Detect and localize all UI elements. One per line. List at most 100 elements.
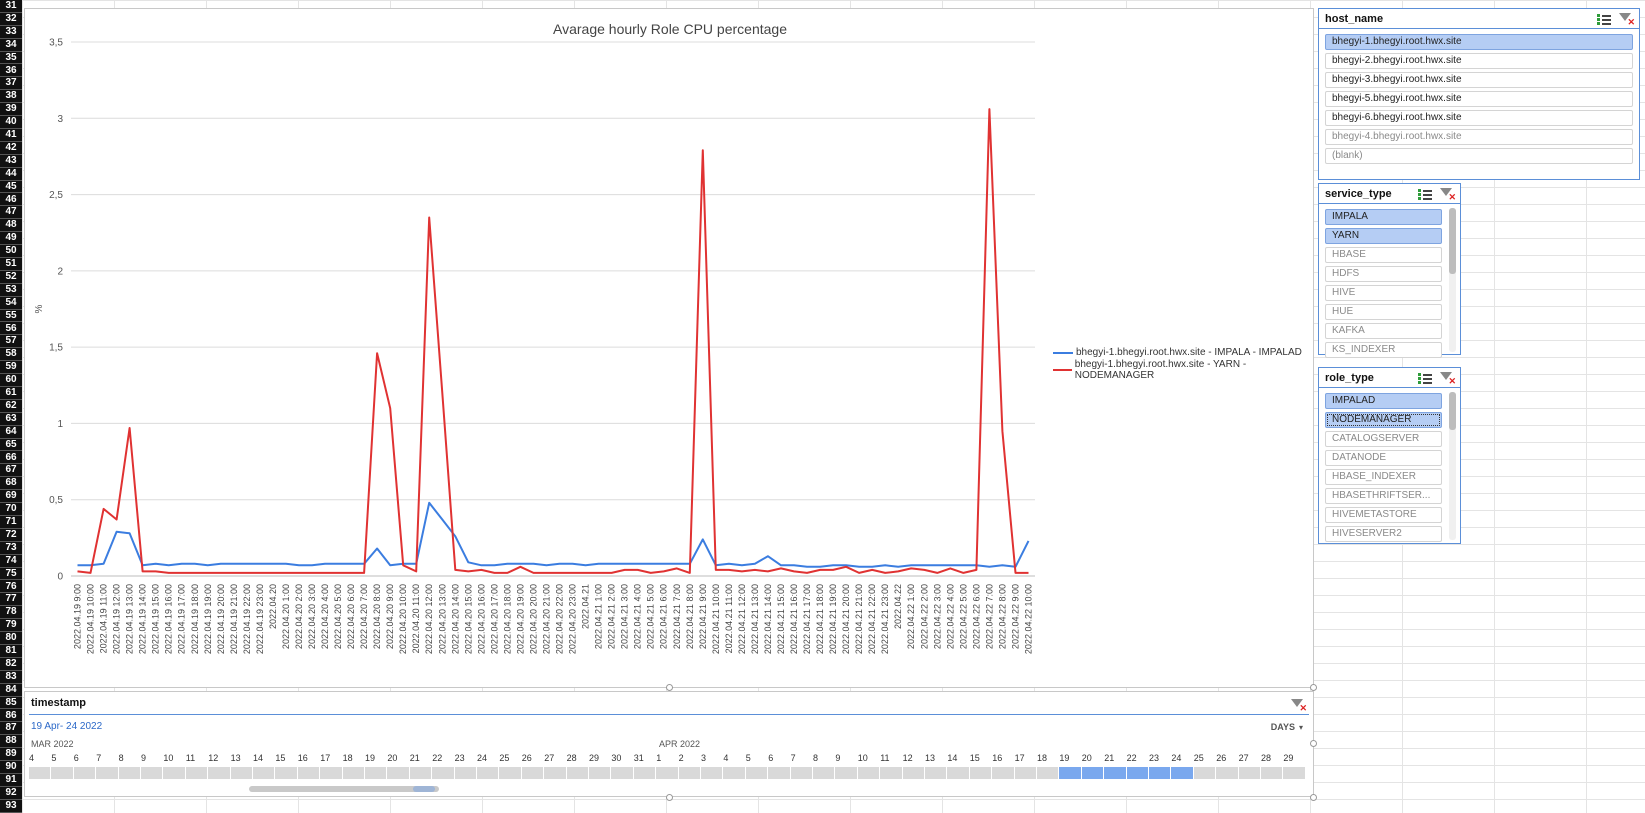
multiselect-icon[interactable] [1597, 12, 1611, 25]
row-number[interactable]: 89 [0, 748, 22, 762]
line-chart[interactable]: 0 0,5 1 1,5 2 2,5 3 3,5% 2022.04.19 9:00 2022.04.… [24, 8, 1314, 688]
multiselect-icon[interactable] [1418, 187, 1432, 200]
timeline-day-cell[interactable] [477, 767, 500, 779]
row-number[interactable]: 73 [0, 542, 22, 555]
timeline-day-cell[interactable] [253, 767, 276, 779]
row-number[interactable]: 86 [0, 710, 22, 723]
slicer-item[interactable]: (blank) [1325, 148, 1633, 164]
row-number[interactable]: 62 [0, 400, 22, 413]
timeline-slicer[interactable]: timestamp 19 Apr- 24 2022 DAYS▾ MAR 2022… [24, 691, 1314, 797]
timeline-day-cell[interactable] [902, 767, 925, 779]
row-number[interactable]: 31 [0, 0, 22, 13]
slicer-scrollbar[interactable] [1449, 208, 1456, 352]
row-number[interactable]: 41 [0, 129, 22, 142]
timeline-day-cell[interactable] [857, 767, 881, 779]
timeline-day-cell[interactable] [880, 767, 903, 779]
timeline-day-cell[interactable] [1104, 767, 1127, 779]
timeline-day-cell[interactable] [73, 767, 97, 779]
timeline-day-cell[interactable] [969, 767, 993, 779]
slicer-item[interactable]: IMPALAD [1325, 393, 1442, 409]
row-number[interactable]: 35 [0, 52, 22, 65]
timeline-day-cell[interactable] [1283, 767, 1306, 779]
row-number[interactable]: 48 [0, 219, 22, 233]
row-number[interactable]: 93 [0, 800, 22, 813]
row-number[interactable]: 43 [0, 155, 22, 168]
row-number[interactable]: 71 [0, 516, 22, 529]
row-number[interactable]: 57 [0, 335, 22, 349]
slicer-item[interactable]: KS_INDEXER [1325, 342, 1442, 358]
row-number[interactable]: 34 [0, 39, 22, 52]
row-number[interactable]: 38 [0, 90, 22, 104]
timeline-scrollbar[interactable] [249, 786, 439, 792]
slicer-item[interactable]: HIVEMETASTORE [1325, 507, 1442, 523]
timeline-day-cell[interactable] [745, 767, 769, 779]
slicer-item[interactable]: bhegyi-4.bhegyi.root.hwx.site [1325, 129, 1633, 145]
row-number[interactable]: 87 [0, 722, 22, 736]
timeline-day-cell[interactable] [611, 767, 634, 779]
timeline-day-cell[interactable] [365, 767, 388, 779]
slicer-item[interactable]: bhegyi-6.bhegyi.root.hwx.site [1325, 110, 1633, 126]
row-number[interactable]: 45 [0, 181, 22, 194]
timeline-day-cell[interactable] [499, 767, 522, 779]
resize-handle[interactable] [1310, 740, 1317, 747]
slicer-item[interactable]: bhegyi-2.bhegyi.root.hwx.site [1325, 53, 1633, 69]
timeline-day-cell[interactable] [141, 767, 164, 779]
row-number[interactable]: 91 [0, 774, 22, 787]
row-number[interactable]: 83 [0, 671, 22, 684]
row-number[interactable]: 67 [0, 464, 22, 478]
row-number[interactable]: 37 [0, 77, 22, 91]
timeline-day-cell[interactable] [678, 767, 701, 779]
timeline-day-cell[interactable] [768, 767, 791, 779]
timeline-day-cell[interactable] [51, 767, 74, 779]
row-number[interactable]: 50 [0, 245, 22, 258]
row-number[interactable]: 72 [0, 529, 22, 542]
clear-filter-icon[interactable] [1440, 371, 1456, 387]
row-header[interactable]: 31 32 33 34 35 36 37 38 39 40 41 42 43 44 45 46 47 48 49 50… [0, 0, 22, 813]
row-number[interactable]: 32 [0, 13, 22, 26]
row-number[interactable]: 56 [0, 323, 22, 336]
slicer-item[interactable]: DATANODE [1325, 450, 1442, 466]
resize-handle[interactable] [1310, 684, 1317, 691]
row-number[interactable]: 46 [0, 194, 22, 207]
row-number[interactable]: 60 [0, 374, 22, 387]
timeline-day-cell[interactable] [342, 767, 365, 779]
timeline-day-cell[interactable] [1014, 767, 1037, 779]
timeline-day-cell[interactable] [432, 767, 455, 779]
slicer-item[interactable]: HIVESERVER2 [1325, 526, 1442, 542]
timeline-day-cell[interactable] [1193, 767, 1217, 779]
row-number[interactable]: 55 [0, 310, 22, 323]
row-number[interactable]: 63 [0, 413, 22, 426]
timeline-day-cell[interactable] [1149, 767, 1172, 779]
slicer-item[interactable]: HDFS [1325, 266, 1442, 282]
row-number[interactable]: 68 [0, 477, 22, 491]
row-number[interactable]: 59 [0, 361, 22, 375]
timeline-day-cell[interactable] [1037, 767, 1060, 779]
host-name-slicer[interactable]: host_name bhegyi-1.bhegyi.root.hwx.siteb… [1318, 8, 1640, 180]
timeline-day-cell[interactable] [835, 767, 858, 779]
timeline-day-cell[interactable] [1081, 767, 1105, 779]
timeline-day-cell[interactable] [96, 767, 119, 779]
resize-handle[interactable] [666, 794, 673, 801]
row-number[interactable]: 92 [0, 787, 22, 800]
row-number[interactable]: 42 [0, 142, 22, 155]
timeline-day-cell[interactable] [1171, 767, 1194, 779]
row-number[interactable]: 39 [0, 103, 22, 117]
row-number[interactable]: 76 [0, 581, 22, 594]
timeline-day-cell[interactable] [947, 767, 970, 779]
slicer-item[interactable]: bhegyi-5.bhegyi.root.hwx.site [1325, 91, 1633, 107]
timeline-day-cell[interactable] [1216, 767, 1239, 779]
timeline-day-cell[interactable] [790, 767, 813, 779]
row-number[interactable]: 40 [0, 116, 22, 129]
timeline-day-cell[interactable] [387, 767, 410, 779]
role-type-slicer[interactable]: role_type IMPALAD NODEMANAGER CATALOGSERVE… [1318, 367, 1461, 544]
row-number[interactable]: 61 [0, 387, 22, 400]
slicer-item[interactable]: HBASETHRIFTSER... [1325, 488, 1442, 504]
timeline-day-cell[interactable] [633, 767, 657, 779]
row-number[interactable]: 58 [0, 348, 22, 362]
slicer-scrollbar[interactable] [1449, 392, 1456, 540]
timeline-day-cell[interactable] [1261, 767, 1284, 779]
scrollbar-thumb[interactable] [1449, 208, 1456, 274]
timeline-day-cell[interactable] [454, 767, 477, 779]
timeline-day-cell[interactable] [275, 767, 298, 779]
row-number[interactable]: 33 [0, 26, 22, 39]
